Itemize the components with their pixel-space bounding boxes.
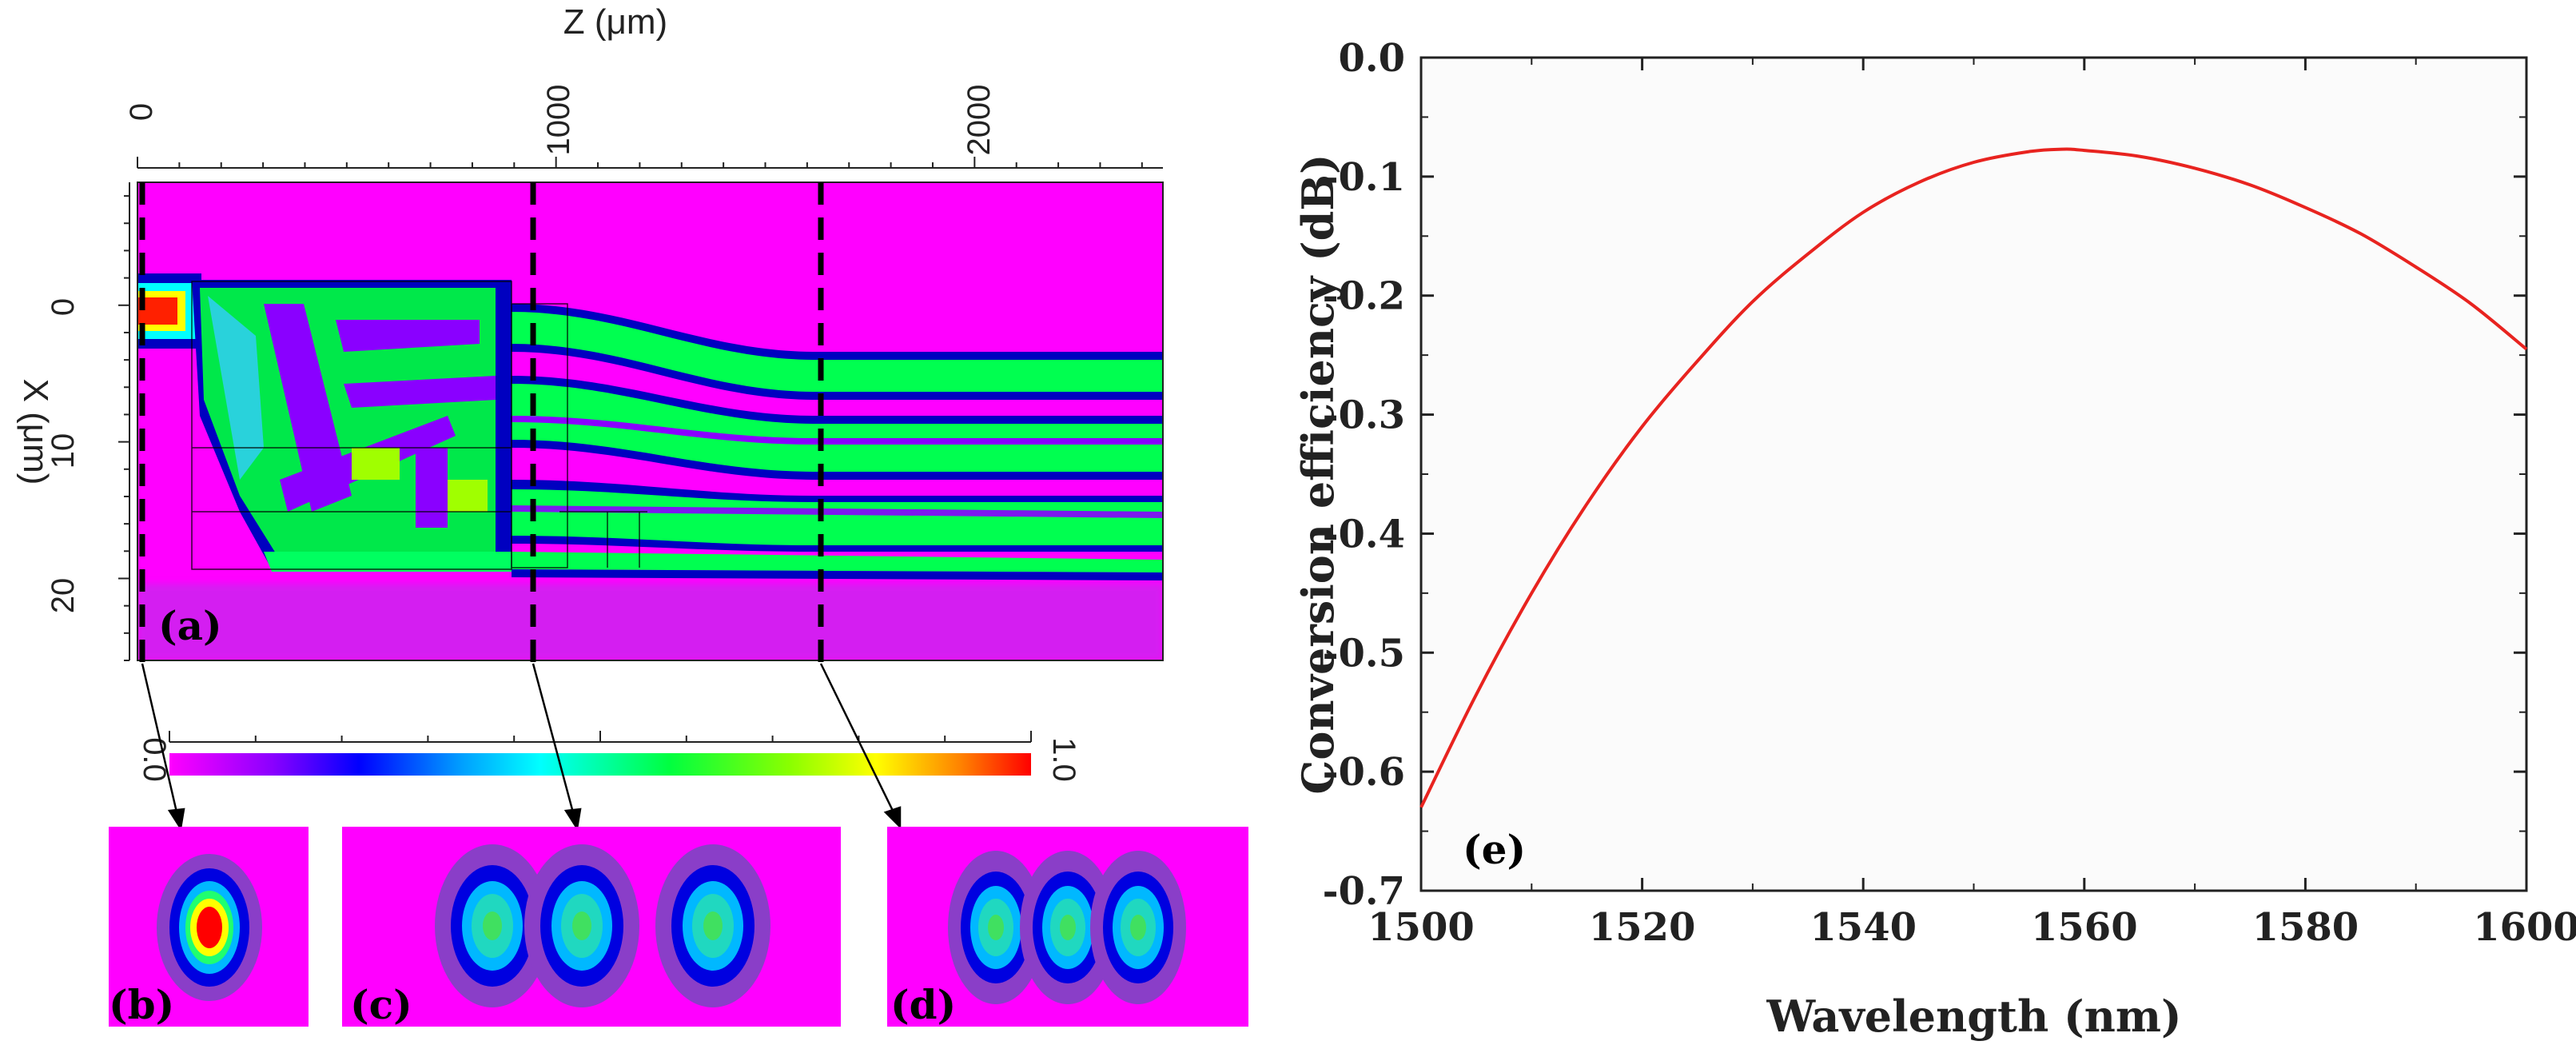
panel-a-mode-pattern	[137, 273, 1163, 660]
panel-d-mode-2	[1020, 851, 1116, 1004]
colorbar-max-label: 1.0	[1046, 737, 1081, 782]
x-tick-label-10: 10	[46, 433, 81, 469]
panel-c: (c)	[342, 827, 841, 1028]
e-y-tick-label: 0.0	[1338, 36, 1405, 81]
e-x-tick-label: 1520	[1589, 905, 1696, 950]
panel-c-mode-2	[524, 844, 639, 1007]
e-y-tick-label: -0.5	[1323, 631, 1405, 676]
e-x-tick-label: 1540	[1810, 905, 1917, 950]
colorbar-gradient	[169, 753, 1031, 776]
panel-b-mode	[157, 854, 262, 1001]
e-x-tick-label: 1500	[1368, 905, 1475, 950]
x-tick-label-20: 20	[46, 578, 81, 614]
panel-d-label: (d)	[890, 981, 956, 1028]
e-x-tick-label: 1600	[2473, 905, 2576, 950]
panel-c-mode-3	[655, 844, 770, 1007]
e-y-tick-label: -0.6	[1323, 750, 1405, 795]
colorbar-ticks	[169, 731, 1032, 742]
panel-e-label: (e)	[1463, 826, 1526, 873]
panel-c-label: (c)	[350, 981, 412, 1028]
e-y-tick-label: -0.4	[1323, 512, 1405, 556]
e-x-axis-label: Wavelength (nm)	[1766, 991, 2181, 1042]
panel-d-mode-3	[1090, 851, 1186, 1004]
panel-b: (b)	[109, 827, 309, 1028]
panel-e: 0.0 -0.1 -0.2 -0.3 -0.4 -0.5 -0.6 -0.7 1500 1520…	[1292, 36, 2576, 1042]
e-x-tick-labels: 1500 1520 1540 1560 1580 1600	[1368, 905, 2576, 950]
panel-c-mode-1	[435, 844, 550, 1007]
panel-a: 0 1000 2000 Z (μm) 0 10 20 X (μm) (a)	[16, 2, 1164, 672]
z-axis-ticks	[137, 157, 1143, 168]
z-tick-label-0: 0	[124, 103, 159, 121]
conversion-efficiency-line	[1419, 147, 2528, 808]
z-axis-label: Z (μm)	[563, 2, 667, 42]
plot-area-e	[1419, 56, 2528, 892]
e-y-axis-label: Conversion efficiency (dB)	[1292, 154, 1344, 794]
colorbar: 0.0 1.0	[137, 731, 1081, 782]
cut-arrows	[141, 663, 902, 832]
e-y-tick-label: -0.1	[1323, 155, 1405, 200]
e-y-tick-label: -0.3	[1323, 393, 1405, 438]
x-axis-label: X (μm)	[16, 379, 55, 485]
e-x-tick-label: 1560	[2031, 905, 2138, 950]
e-x-tick-label: 1580	[2252, 905, 2359, 950]
panel-d-mode-1	[948, 851, 1044, 1004]
x-tick-label-0: 0	[46, 298, 81, 316]
e-y-tick-label: -0.7	[1323, 869, 1405, 914]
z-tick-label-2000: 2000	[962, 85, 997, 156]
e-y-tick-labels: 0.0 -0.1 -0.2 -0.3 -0.4 -0.5 -0.6 -0.7	[1323, 36, 1405, 914]
panel-a-label: (a)	[158, 602, 222, 649]
panel-d: (d)	[887, 827, 1248, 1028]
panel-b-label: (b)	[109, 981, 174, 1028]
panel-a-frame	[137, 181, 1164, 661]
e-axis-ticks	[1419, 56, 2528, 892]
z-tick-label-1000: 1000	[541, 85, 576, 156]
colorbar-min-label: 0.0	[137, 737, 172, 782]
x-axis-ticks	[118, 195, 129, 661]
e-y-tick-label: -0.2	[1323, 274, 1405, 319]
